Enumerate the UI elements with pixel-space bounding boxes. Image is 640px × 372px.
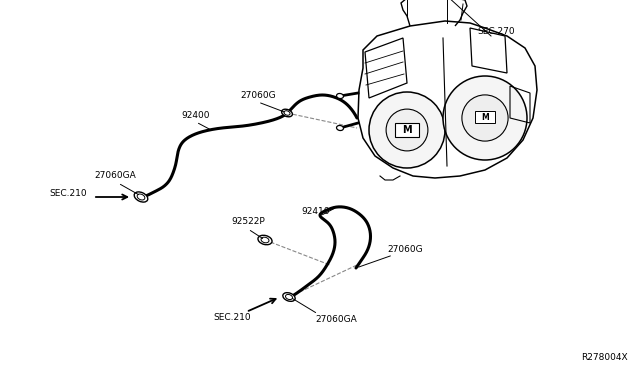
Ellipse shape — [337, 93, 344, 99]
Ellipse shape — [137, 194, 145, 200]
Text: SEC.210: SEC.210 — [49, 189, 87, 198]
Text: 27060G: 27060G — [240, 92, 276, 100]
Bar — [395, 123, 419, 137]
Bar — [475, 111, 495, 123]
Ellipse shape — [261, 237, 269, 243]
Ellipse shape — [258, 235, 272, 245]
Text: SEC.210: SEC.210 — [213, 314, 251, 323]
Text: SEC.270: SEC.270 — [477, 28, 515, 36]
Text: 27060GA: 27060GA — [94, 171, 136, 180]
Circle shape — [369, 92, 445, 168]
Text: 27060G: 27060G — [387, 244, 423, 253]
Ellipse shape — [284, 111, 290, 115]
Circle shape — [443, 76, 527, 160]
Ellipse shape — [337, 125, 344, 131]
Circle shape — [462, 95, 508, 141]
Text: 92522P: 92522P — [231, 218, 265, 227]
Text: R278004X: R278004X — [581, 353, 628, 362]
Ellipse shape — [283, 293, 295, 301]
Circle shape — [401, 124, 413, 136]
Ellipse shape — [285, 294, 292, 299]
Text: 92400: 92400 — [182, 112, 211, 121]
Circle shape — [386, 109, 428, 151]
Text: 92410: 92410 — [301, 206, 330, 215]
Text: 27060GA: 27060GA — [315, 314, 357, 324]
Ellipse shape — [134, 192, 148, 202]
Text: M: M — [402, 125, 412, 135]
Ellipse shape — [282, 109, 292, 117]
Text: M: M — [481, 112, 489, 122]
